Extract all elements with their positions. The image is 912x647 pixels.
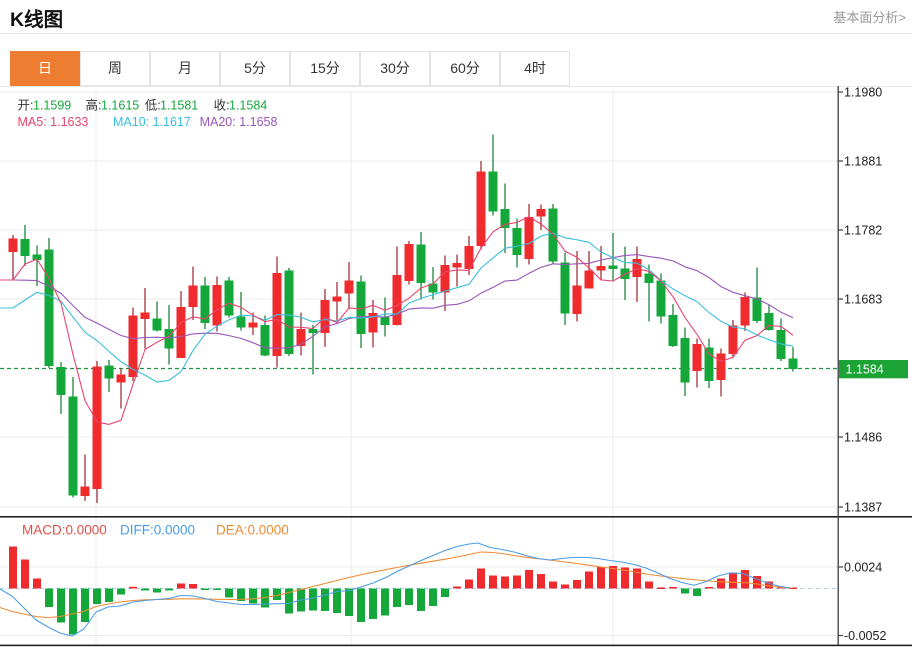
svg-text:DIFF:0.0000: DIFF:0.0000 (120, 523, 195, 538)
svg-text:收:: 收: (214, 99, 230, 113)
svg-text:1.1881: 1.1881 (844, 155, 882, 169)
svg-text:开:: 开: (18, 99, 34, 113)
svg-text:1.1387: 1.1387 (844, 501, 882, 515)
svg-text:1.1683: 1.1683 (844, 293, 882, 307)
svg-text:DEA:0.0000: DEA:0.0000 (216, 523, 289, 538)
svg-text:1.1486: 1.1486 (844, 431, 882, 445)
svg-text:1.1782: 1.1782 (844, 224, 882, 238)
svg-text:MA5: 1.1633: MA5: 1.1633 (18, 115, 89, 129)
svg-text:低:: 低: (145, 99, 161, 113)
svg-text:MACD:0.0000: MACD:0.0000 (22, 523, 107, 538)
svg-text:MA20: 1.1658: MA20: 1.1658 (200, 115, 278, 129)
svg-text:1.1581: 1.1581 (160, 99, 198, 113)
svg-text:MA10: 1.1617: MA10: 1.1617 (113, 115, 191, 129)
svg-text:1.1615: 1.1615 (101, 99, 139, 113)
svg-text:1.1584: 1.1584 (229, 99, 267, 113)
svg-text:-0.0052: -0.0052 (844, 629, 886, 643)
svg-text:1.1599: 1.1599 (33, 99, 71, 113)
svg-text:0.0024: 0.0024 (844, 561, 882, 575)
svg-text:1.1980: 1.1980 (844, 86, 882, 100)
svg-text:1.1584: 1.1584 (846, 363, 884, 377)
svg-text:高:: 高: (86, 98, 102, 113)
